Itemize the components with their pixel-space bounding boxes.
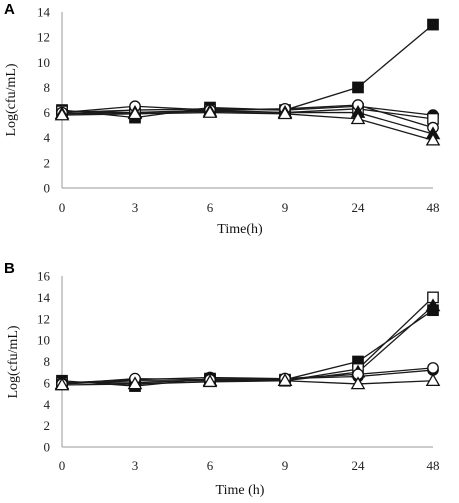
x-tick-label: 9 (282, 200, 289, 215)
series-line-open-circle (61, 367, 434, 385)
panel-b-x-ticks: 0 3 6 9 24 48 (59, 458, 440, 473)
series-line-open-square (62, 296, 434, 384)
x-tick-label: 48 (427, 200, 440, 215)
data-point-open-triangle (350, 111, 366, 125)
y-tick-label: 4 (44, 130, 51, 145)
x-tick-label: 6 (207, 458, 214, 473)
x-tick-label: 3 (132, 458, 139, 473)
panel-a-x-ticks: 0 3 6 9 24 48 (59, 200, 440, 215)
data-point-open-triangle (350, 376, 366, 390)
panel-b-x-title: Time (h) (216, 483, 265, 498)
series-line-filled-circle (61, 369, 434, 384)
series-line-open-circle (61, 104, 434, 129)
data-point-open-triangle (425, 132, 441, 146)
series-line-filled-triangle (61, 110, 434, 135)
panel-b-label: B (4, 260, 15, 277)
x-tick-label: 48 (427, 458, 440, 473)
data-point-open-triangle (277, 106, 293, 120)
data-point-open-triangle (202, 374, 218, 388)
y-tick-label: 6 (44, 105, 51, 120)
data-point-open-triangle (277, 373, 293, 387)
panel-a-series (54, 18, 441, 146)
y-tick-label: 8 (44, 80, 51, 95)
y-tick-label: 14 (37, 290, 51, 305)
x-tick-label: 0 (59, 200, 66, 215)
y-tick-label: 10 (37, 55, 50, 70)
data-point-open-triangle (54, 377, 70, 391)
y-tick-label: 2 (44, 155, 51, 170)
data-point-open-triangle (127, 106, 143, 120)
y-tick-label: 6 (44, 375, 51, 390)
x-tick-label: 24 (352, 458, 366, 473)
y-tick-label: 0 (44, 181, 51, 196)
x-tick-label: 3 (132, 200, 139, 215)
data-point-open-triangle (202, 105, 218, 118)
y-tick-label: 12 (37, 311, 50, 326)
y-tick-label: 0 (44, 440, 51, 455)
data-point-open-circle (427, 362, 439, 374)
panel-a-x-title: Time(h) (217, 222, 263, 237)
data-point-open-triangle (127, 376, 143, 390)
panel-b-y-ticks: 0 2 4 6 8 10 12 14 16 (37, 269, 51, 455)
x-tick-label: 9 (282, 458, 289, 473)
panel-a-y-title: Log(cfu/mL) (4, 63, 19, 136)
data-point-open-triangle (54, 107, 70, 121)
data-point-filled-square (427, 18, 439, 31)
panel-b-y-title: Log(cfu/mL) (6, 325, 21, 398)
x-tick-label: 24 (352, 200, 366, 215)
x-tick-label: 6 (207, 200, 214, 215)
y-tick-label: 16 (37, 269, 51, 284)
x-tick-label: 0 (59, 458, 66, 473)
series-line-open-triangle (61, 380, 434, 386)
y-tick-label: 4 (44, 397, 51, 412)
series-line-filled-square (61, 24, 434, 119)
data-point-filled-triangle (425, 298, 441, 312)
y-tick-label: 10 (37, 333, 50, 348)
panel-b-series (54, 291, 441, 392)
panel-a-label: A (4, 1, 15, 18)
data-point-open-triangle (425, 373, 441, 387)
series-line-open-triangle (61, 111, 434, 141)
panel-a-y-ticks: 0 2 4 6 8 10 12 14 (37, 5, 51, 196)
y-tick-label: 12 (37, 30, 50, 45)
data-point-filled-square (352, 81, 364, 94)
y-tick-label: 2 (44, 418, 51, 433)
y-tick-label: 8 (44, 354, 51, 369)
y-tick-label: 14 (37, 5, 51, 20)
